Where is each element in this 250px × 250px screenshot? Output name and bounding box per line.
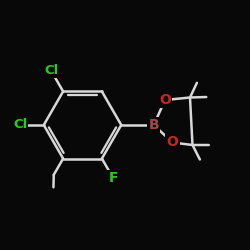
Text: O: O xyxy=(159,93,171,107)
Text: Cl: Cl xyxy=(44,64,59,77)
Text: B: B xyxy=(148,118,159,132)
Text: Cl: Cl xyxy=(13,118,27,132)
Text: O: O xyxy=(166,136,178,149)
Text: F: F xyxy=(108,171,118,185)
